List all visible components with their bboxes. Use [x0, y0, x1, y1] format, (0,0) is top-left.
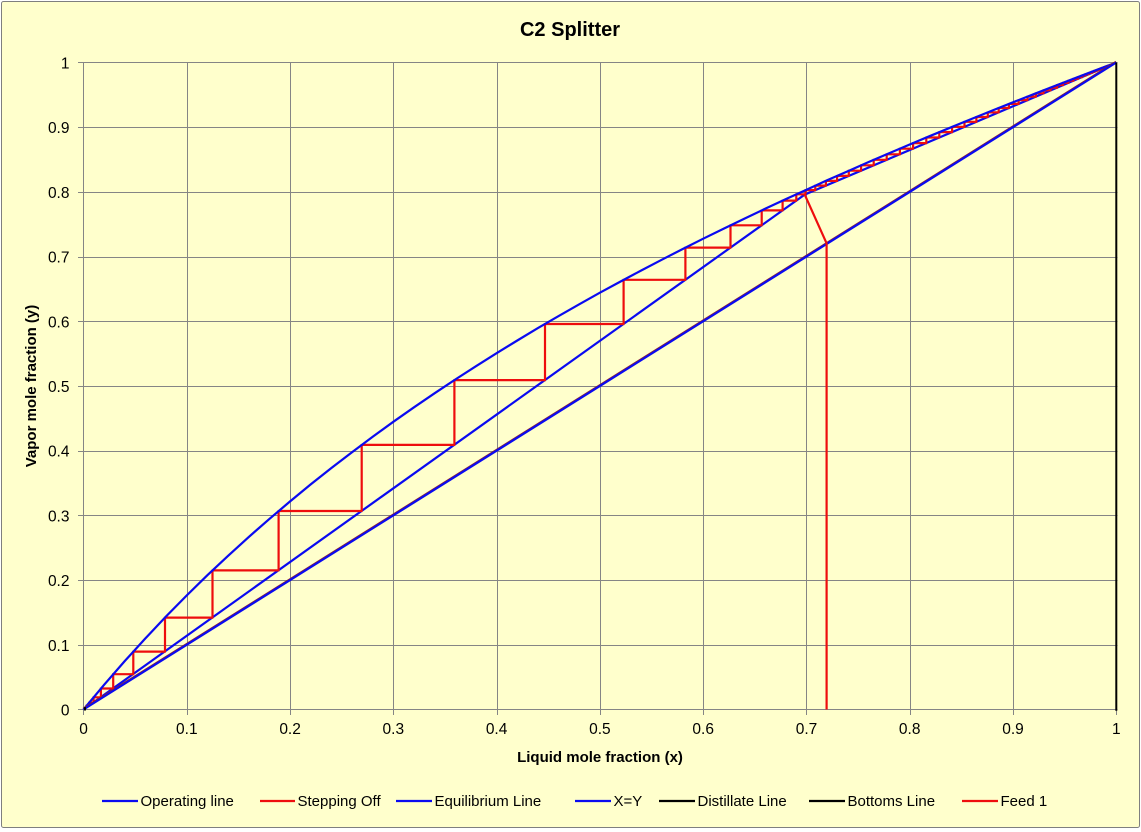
svg-text:1: 1: [61, 56, 70, 73]
svg-text:Vapor mole fraction (y): Vapor mole fraction (y): [23, 305, 40, 468]
svg-text:Stepping Off: Stepping Off: [298, 793, 382, 810]
svg-text:0.8: 0.8: [899, 721, 921, 738]
svg-text:0.8: 0.8: [48, 185, 70, 202]
svg-text:Distillate Line: Distillate Line: [698, 793, 787, 810]
svg-text:0: 0: [61, 703, 70, 720]
svg-text:0.3: 0.3: [383, 721, 405, 738]
svg-text:0.2: 0.2: [279, 721, 301, 738]
svg-text:1: 1: [1112, 721, 1121, 738]
svg-text:Feed 1: Feed 1: [1001, 793, 1048, 810]
svg-text:C2 Splitter: C2 Splitter: [520, 19, 620, 41]
svg-text:0.4: 0.4: [486, 721, 508, 738]
svg-text:0.6: 0.6: [692, 721, 714, 738]
svg-text:0.7: 0.7: [796, 721, 818, 738]
svg-text:Equilibrium Line: Equilibrium Line: [435, 793, 542, 810]
svg-text:Operating line: Operating line: [141, 793, 234, 810]
svg-text:0.5: 0.5: [589, 721, 611, 738]
svg-text:0.1: 0.1: [176, 721, 198, 738]
svg-text:0.9: 0.9: [48, 120, 70, 137]
svg-text:0: 0: [79, 721, 88, 738]
svg-text:0.1: 0.1: [48, 638, 70, 655]
svg-text:0.7: 0.7: [48, 250, 70, 267]
svg-text:Liquid mole fraction (x): Liquid mole fraction (x): [517, 749, 683, 766]
svg-text:0.2: 0.2: [48, 573, 70, 590]
svg-text:0.9: 0.9: [1002, 721, 1024, 738]
svg-text:0.3: 0.3: [48, 508, 70, 525]
svg-text:X=Y: X=Y: [614, 793, 643, 810]
svg-text:0.4: 0.4: [48, 444, 70, 461]
svg-text:0.5: 0.5: [48, 379, 70, 396]
svg-text:0.6: 0.6: [48, 314, 70, 331]
svg-text:Bottoms Line: Bottoms Line: [848, 793, 936, 810]
